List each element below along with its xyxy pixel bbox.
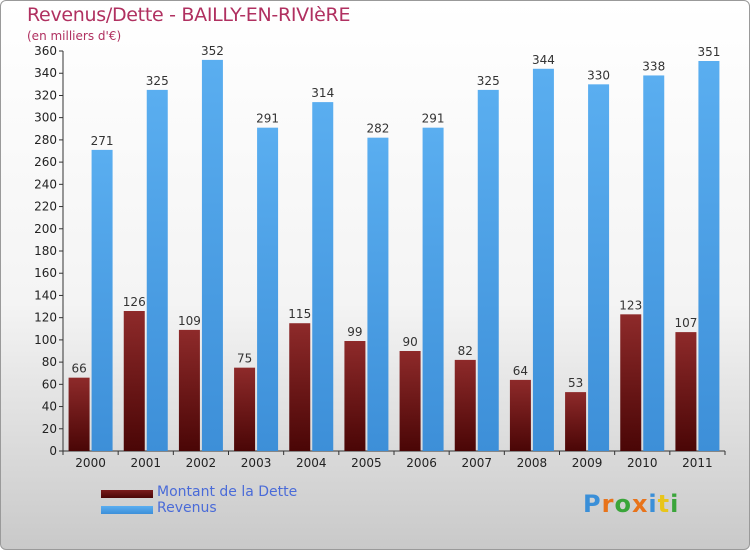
data-label-debt: 64 — [513, 364, 528, 378]
unit-note: (en milliers d'€) — [27, 29, 122, 43]
data-label-revenue: 352 — [201, 44, 224, 58]
data-label-debt: 107 — [674, 316, 697, 330]
data-label-debt: 115 — [288, 307, 311, 321]
data-label-debt: 109 — [178, 314, 201, 328]
data-label-debt: 90 — [402, 335, 417, 349]
y-tick-label: 280 — [34, 133, 57, 147]
y-tick-label: 0 — [49, 444, 57, 458]
y-tick-label: 20 — [42, 422, 57, 436]
bar-debt — [123, 311, 145, 451]
data-label-revenue: 351 — [697, 45, 720, 59]
legend-swatch-debt — [101, 490, 153, 498]
y-tick-label: 40 — [42, 400, 57, 414]
x-tick-label: 2009 — [572, 456, 603, 470]
data-label-debt: 82 — [458, 344, 473, 358]
data-label-debt: 99 — [347, 325, 362, 339]
x-tick-label: 2000 — [75, 456, 106, 470]
data-label-revenue: 325 — [477, 74, 500, 88]
x-tick-label: 2005 — [351, 456, 382, 470]
y-tick-label: 200 — [34, 222, 57, 236]
data-label-revenue: 325 — [146, 74, 169, 88]
data-label-revenue: 291 — [256, 112, 279, 126]
y-tick-label: 260 — [34, 155, 57, 169]
bar-revenue — [201, 59, 223, 452]
data-label-debt: 75 — [237, 352, 252, 366]
bar-debt — [68, 377, 90, 451]
bar-revenue — [588, 84, 610, 451]
legend-label-revenue: Revenus — [157, 500, 217, 516]
bar-debt — [454, 359, 476, 451]
bar-debt — [289, 323, 311, 451]
logo-letter: o — [614, 490, 632, 518]
bar-debt — [509, 379, 531, 451]
x-tick-label: 2008 — [517, 456, 548, 470]
x-tick-label: 2002 — [186, 456, 217, 470]
bar-revenue — [643, 75, 665, 451]
y-tick-label: 60 — [42, 377, 57, 391]
proxiti-logo: Proxiti — [583, 490, 679, 518]
data-label-revenue: 338 — [642, 59, 665, 73]
data-label-debt: 53 — [568, 376, 583, 390]
bar-revenue — [367, 137, 389, 451]
logo-letter: i — [670, 490, 680, 518]
logo-letter: t — [657, 490, 671, 518]
data-label-debt: 66 — [71, 362, 86, 376]
bar-revenue — [257, 127, 279, 452]
y-tick-label: 140 — [34, 288, 57, 302]
y-tick-label: 240 — [34, 177, 57, 191]
bar-debt — [399, 351, 421, 451]
y-tick-label: 300 — [34, 111, 57, 125]
bar-debt — [234, 367, 256, 451]
y-tick-label: 120 — [34, 311, 57, 325]
x-tick-label: 2006 — [406, 456, 437, 470]
chart-title: Revenus/Dette - BAILLY-EN-RIVIèRE — [27, 4, 351, 26]
legend-label-debt: Montant de la Dette — [157, 484, 298, 500]
x-tick-label: 2004 — [296, 456, 327, 470]
data-label-revenue: 282 — [366, 122, 389, 136]
logo-letter: P — [583, 490, 602, 518]
bar-revenue — [91, 149, 113, 451]
bar-revenue — [312, 102, 334, 451]
data-label-debt: 123 — [619, 298, 642, 312]
x-tick-label: 2011 — [682, 456, 713, 470]
data-label-debt: 126 — [123, 295, 146, 309]
bar-revenue — [422, 127, 444, 452]
y-tick-label: 180 — [34, 244, 57, 258]
y-tick-label: 80 — [42, 355, 57, 369]
legend-swatch-revenue — [101, 506, 153, 514]
logo-letter: x — [631, 490, 649, 518]
y-tick-label: 100 — [34, 333, 57, 347]
data-label-revenue: 344 — [532, 53, 555, 67]
bar-revenue — [698, 61, 720, 451]
bar-debt — [620, 314, 642, 451]
bar-debt — [565, 392, 587, 451]
data-label-revenue: 291 — [422, 112, 445, 126]
bar-debt — [178, 329, 200, 451]
bar-revenue — [477, 89, 499, 451]
bar-revenue — [532, 68, 554, 452]
y-tick-label: 160 — [34, 266, 57, 280]
x-tick-label: 2007 — [461, 456, 492, 470]
data-label-revenue: 330 — [587, 68, 610, 82]
y-tick-label: 220 — [34, 200, 57, 214]
y-tick-label: 340 — [34, 66, 57, 80]
logo-letter: i — [648, 490, 658, 518]
bar-debt — [675, 332, 697, 451]
x-tick-label: 2003 — [241, 456, 272, 470]
x-tick-label: 2010 — [627, 456, 658, 470]
y-tick-label: 320 — [34, 88, 57, 102]
bar-debt — [344, 341, 366, 451]
data-label-revenue: 314 — [311, 86, 334, 100]
logo-letter: r — [601, 490, 615, 518]
x-tick-label: 2001 — [130, 456, 161, 470]
y-tick-label: 360 — [34, 44, 57, 58]
bar-revenue — [146, 89, 168, 451]
data-label-revenue: 271 — [91, 134, 114, 148]
